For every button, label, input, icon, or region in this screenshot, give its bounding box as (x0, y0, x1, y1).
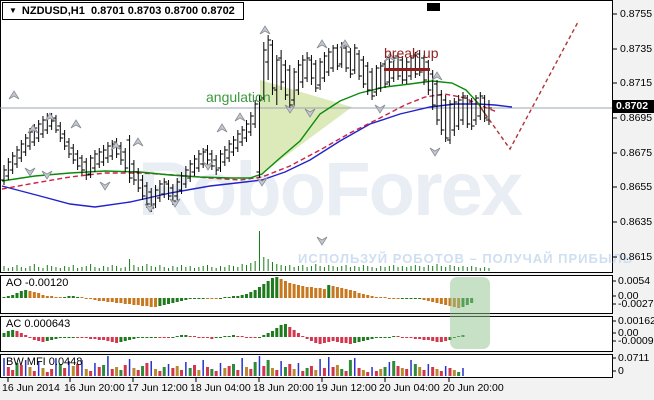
roboforex-watermark: RoboForex (138, 147, 523, 232)
ac-indicator-panel[interactable] (0, 316, 613, 352)
time-axis-label: 16 Jun 2014 (2, 382, 60, 394)
price-axis-label: 0.8695 (620, 112, 653, 124)
time-axis-label: 16 Jun 20:00 (64, 382, 125, 394)
main-chart-panel[interactable] (0, 0, 613, 273)
indicator-label-ao: AO -0.00120 (6, 277, 69, 289)
indicator-axis-label: 0.00 (618, 290, 639, 302)
indicator-axis-label: 0.0054 (618, 275, 651, 287)
indicator-axis-label: -0.0027 (618, 298, 654, 310)
ohlc-close: 0.8702 (201, 5, 235, 17)
ohlc-high: 0.8703 (127, 5, 162, 17)
time-axis-label: 20 Jun 04:00 (379, 382, 440, 394)
symbol-timeframe-label: NZDUSD,H1 (21, 5, 85, 17)
time-axis-label: 19 Jun 12:00 (316, 382, 377, 394)
watermark-slogan: ИСПОЛЬЗУЙ РОБОТОВ – ПОЛУЧАЙ ПРИБЫЛЬ (298, 251, 634, 266)
time-axis-label: 20 Jun 20:00 (443, 382, 504, 394)
indicator-axis-label: 0 (618, 365, 624, 377)
ao-indicator-panel[interactable] (0, 275, 613, 314)
price-axis-label: 0.8655 (620, 181, 653, 193)
ohlc-open: 0.8701 (91, 5, 125, 17)
time-axis-label: 17 Jun 12:00 (127, 382, 188, 394)
chevron-down-icon: ▼ (9, 6, 17, 15)
price-axis-label: 0.8715 (620, 77, 653, 89)
indicator-axis-label: 0.0711 (618, 352, 650, 364)
indicator-label-ac: AC 0.000643 (6, 318, 71, 330)
current-price-tag: 0.8702 (613, 100, 654, 113)
price-axis-label: 0.8755 (620, 8, 653, 20)
price-axis-label: 0.8635 (620, 216, 653, 228)
price-axis-label: 0.8615 (620, 251, 653, 263)
price-axis-label: 0.8735 (620, 43, 653, 55)
time-axis-label: 18 Jun 04:00 (190, 382, 251, 394)
time-axis-label: 18 Jun 20:00 (253, 382, 314, 394)
ohlc-low: 0.8700 (164, 5, 199, 17)
bwmfi-indicator-panel[interactable] (0, 354, 613, 378)
break-up-annotation: break up (384, 45, 439, 61)
price-axis-label: 0.8675 (620, 147, 653, 159)
indicator-label-bw-mfi: BW MFI 0.0448 (6, 356, 83, 368)
angulation-annotation: angulation (206, 89, 271, 105)
indicator-axis-label: -0.00098 (618, 335, 654, 347)
chart-header: ▼ NZDUSD,H1 0.8701 0.8703 0.8700 0.8702 (2, 2, 244, 20)
indicator-axis-label: 0.001625 (618, 315, 654, 327)
indicator-axis-label: 0.00 (618, 327, 639, 339)
